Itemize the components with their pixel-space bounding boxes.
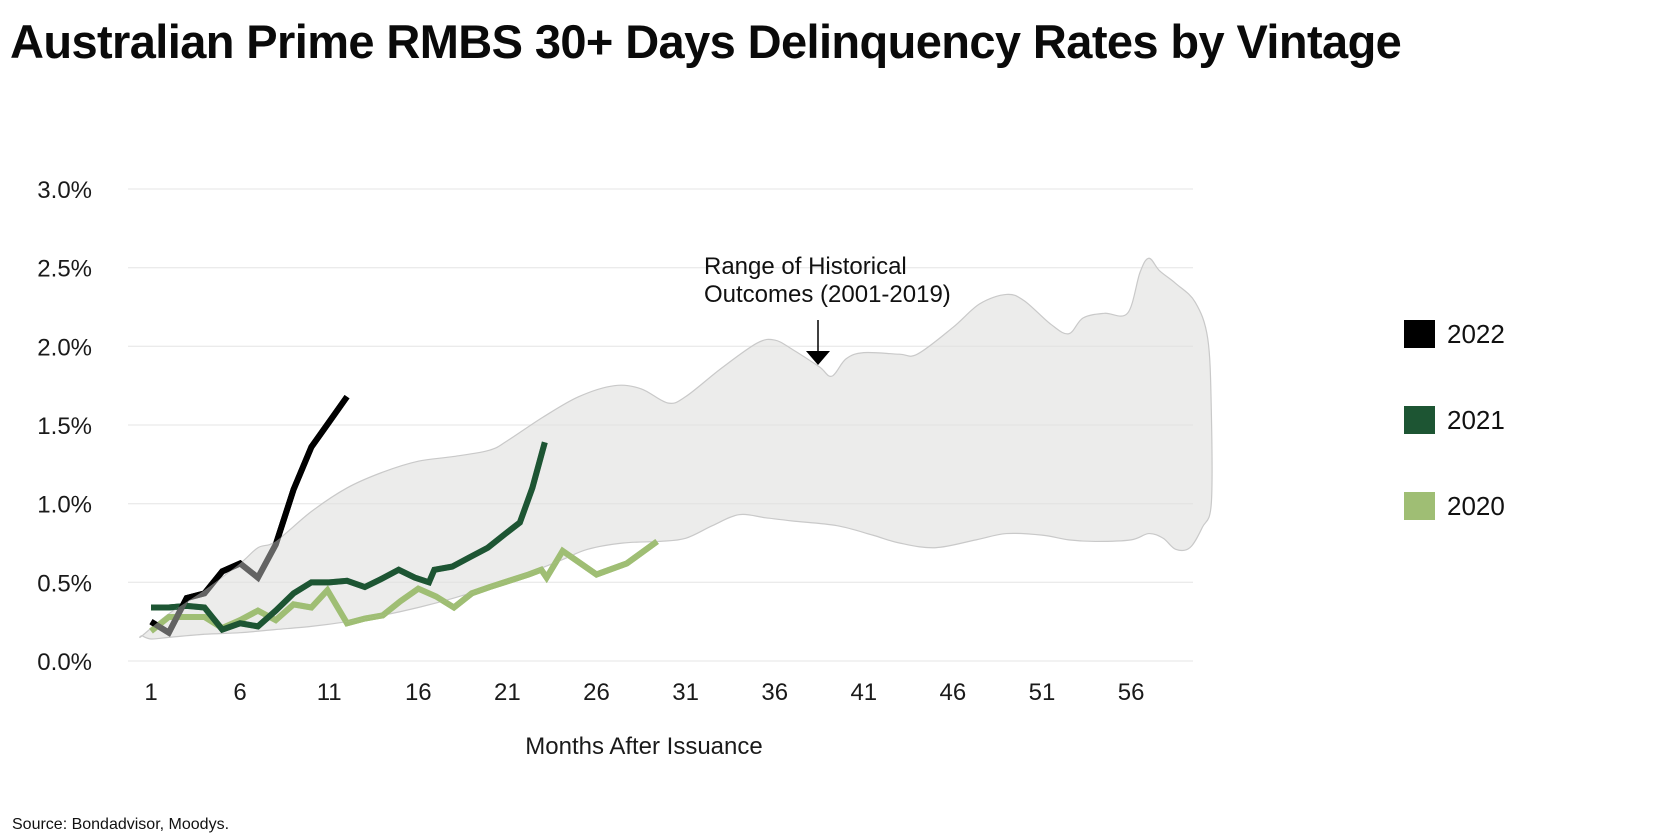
x-tick-label: 31 xyxy=(672,679,699,706)
y-tick-label: 1.0% xyxy=(37,492,92,519)
legend-label: 2020 xyxy=(1447,490,1505,521)
series-lines-outside-band xyxy=(149,394,659,637)
y-tick-label: 1.5% xyxy=(37,413,92,440)
legend-label: 2021 xyxy=(1447,404,1505,435)
x-tick-label: 41 xyxy=(850,679,877,706)
x-axis-ticks: 1 6 11 16 21 26 31 36 41 46 51 56 xyxy=(144,679,1144,706)
y-axis-ticks: 0.0% 0.5% 1.0% 1.5% 2.0% 2.5% 3.0% xyxy=(37,177,92,676)
y-tick-label: 3.0% xyxy=(37,177,92,204)
x-tick-label: 21 xyxy=(494,679,521,706)
annotation-arrow-head-icon xyxy=(806,351,830,365)
x-axis-label: Months After Issuance xyxy=(525,733,762,760)
legend-item-2020: 2020 xyxy=(1404,490,1505,522)
series-line-2021-outside xyxy=(151,441,548,634)
legend: 2022 2021 2020 xyxy=(1404,318,1505,576)
x-tick-label: 16 xyxy=(405,679,432,706)
annotation-line-1: Range of Historical xyxy=(704,253,907,280)
legend-item-2021: 2021 xyxy=(1404,404,1505,436)
legend-swatch-2020 xyxy=(1404,492,1435,520)
y-tick-label: 2.0% xyxy=(37,334,92,361)
legend-swatch-2022 xyxy=(1404,320,1435,348)
annotation: Range of Historical Outcomes (2001-2019) xyxy=(704,253,951,365)
annotation-line-2: Outcomes (2001-2019) xyxy=(704,281,951,308)
source-note: Source: Bondadvisor, Moodys. xyxy=(12,816,230,833)
x-tick-label: 6 xyxy=(233,679,246,706)
legend-label: 2022 xyxy=(1447,318,1505,349)
y-tick-label: 2.5% xyxy=(37,256,92,283)
y-tick-label: 0.0% xyxy=(37,649,92,676)
legend-swatch-2021 xyxy=(1404,406,1435,434)
x-tick-label: 46 xyxy=(940,679,967,706)
series-line-2022-outside xyxy=(149,394,350,637)
y-tick-label: 0.5% xyxy=(37,570,92,597)
legend-item-2022: 2022 xyxy=(1404,318,1505,350)
x-tick-label: 26 xyxy=(583,679,610,706)
chart-title: Australian Prime RMBS 30+ Days Delinquen… xyxy=(10,15,1402,68)
x-tick-label: 11 xyxy=(317,679,342,706)
x-tick-label: 56 xyxy=(1118,679,1145,706)
x-tick-label: 1 xyxy=(144,679,157,706)
x-tick-label: 51 xyxy=(1029,679,1056,706)
x-tick-label: 36 xyxy=(761,679,788,706)
